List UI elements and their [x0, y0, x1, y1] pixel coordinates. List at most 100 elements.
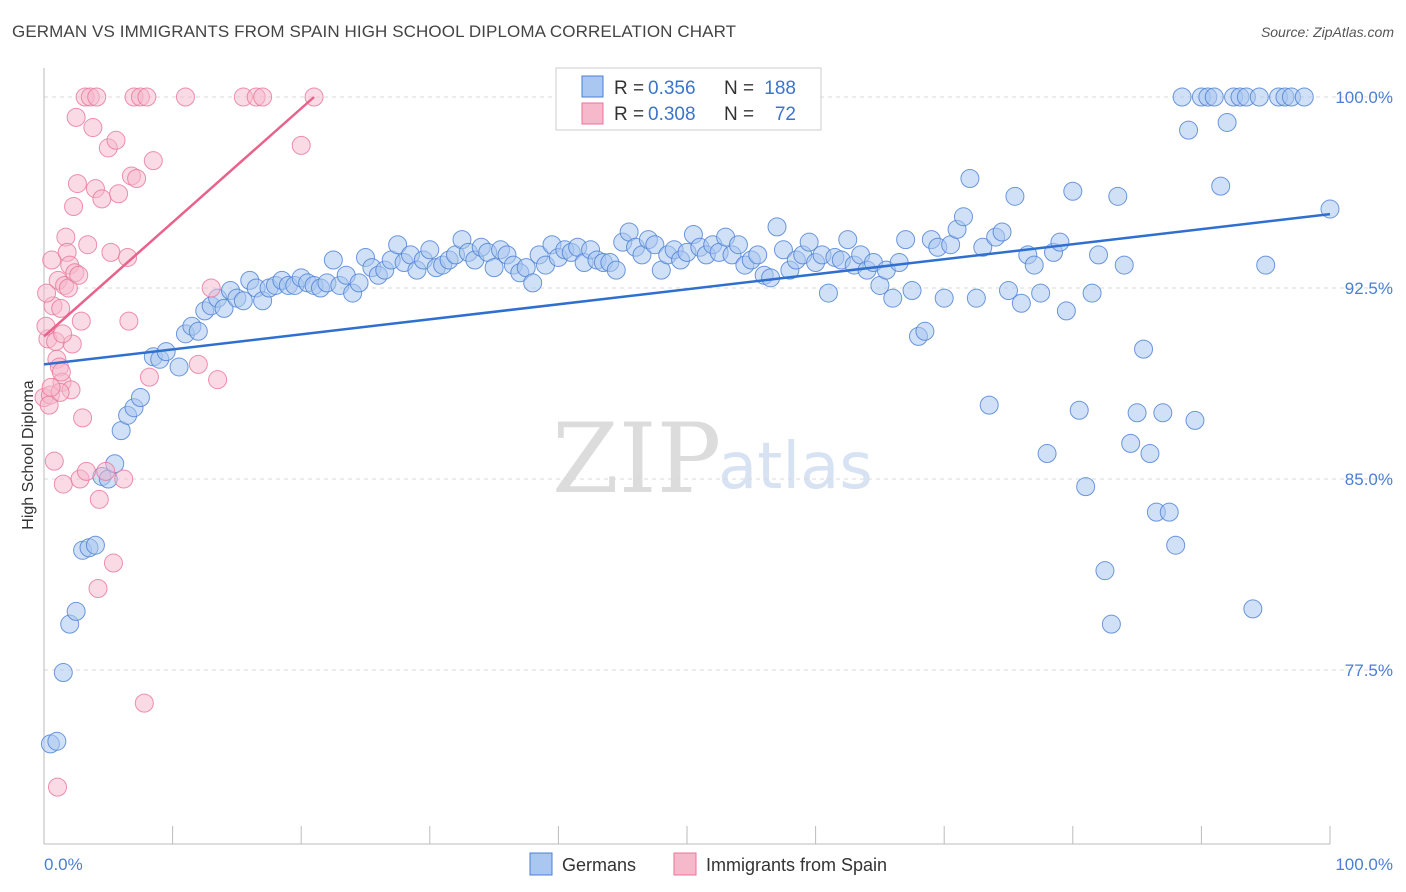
german-point — [188, 321, 208, 341]
legend-n-value-blue: 188 — [764, 78, 796, 99]
german-point — [323, 250, 343, 270]
german-point — [1249, 87, 1269, 107]
legend-n-label-blue: N = — [724, 78, 754, 99]
german-point — [1127, 403, 1147, 423]
spain-point — [114, 469, 134, 489]
source-credit: Source: ZipAtlas.com — [1260, 24, 1394, 40]
german-point — [1243, 599, 1263, 619]
german-point — [953, 207, 973, 227]
german-point — [169, 357, 189, 377]
spain-trend-line — [43, 96, 315, 338]
german-point — [1082, 283, 1102, 303]
spain-point — [66, 107, 86, 127]
spain-point — [188, 354, 208, 374]
german-point — [1024, 255, 1044, 275]
spain-point — [48, 777, 68, 797]
spain-point — [106, 130, 126, 150]
spain-point — [83, 118, 103, 138]
german-point — [896, 230, 916, 250]
german-point — [1056, 301, 1076, 321]
spain-point — [109, 184, 129, 204]
spain-point — [119, 311, 139, 331]
german-point — [1179, 120, 1199, 140]
german-point — [883, 288, 903, 308]
german-point — [1037, 444, 1057, 464]
trend-lines — [43, 96, 1331, 366]
spain-point — [67, 174, 87, 194]
german-point — [214, 298, 234, 318]
spain-point — [88, 579, 108, 599]
german-point — [1050, 232, 1070, 252]
german-point — [1140, 444, 1160, 464]
legend-swatch-spain — [581, 102, 604, 125]
legend-r-label-pink: R = — [614, 104, 644, 125]
german-point — [728, 235, 748, 255]
germans-trend-line — [43, 212, 1331, 366]
german-point — [979, 395, 999, 415]
x-tick-right: 100.0% — [1335, 855, 1393, 874]
y-tick-label: 92.5% — [1345, 279, 1393, 298]
y-tick-label: 85.0% — [1345, 470, 1393, 489]
spain-point — [201, 278, 221, 298]
german-point — [915, 321, 935, 341]
spain-point — [175, 87, 195, 107]
bottom-legend-swatch-spain — [673, 852, 697, 876]
german-point — [1095, 561, 1115, 581]
german-point — [992, 222, 1012, 242]
german-point — [773, 240, 793, 260]
spain-point — [37, 283, 57, 303]
bottom-legend-germans: Germans — [562, 855, 636, 875]
spain-point — [118, 247, 138, 267]
y-axis-label: High School Diploma — [20, 380, 37, 530]
spain-point — [143, 151, 163, 171]
spain-point — [137, 87, 157, 107]
spain-point — [139, 367, 159, 387]
spain-point — [73, 408, 93, 428]
german-point — [1159, 502, 1179, 522]
german-point — [1063, 181, 1083, 201]
german-point — [130, 388, 150, 408]
german-point — [47, 731, 67, 751]
german-point — [233, 291, 253, 311]
spain-point — [51, 298, 71, 318]
spain-point — [51, 362, 71, 382]
gridlines — [44, 96, 1390, 671]
y-axis-tick-labels: 100.0% 92.5% 85.0% 77.5% — [1335, 88, 1393, 680]
spain-point — [291, 135, 311, 155]
german-point — [934, 288, 954, 308]
german-point — [1153, 403, 1173, 423]
bottom-legend-spain: Immigrants from Spain — [706, 855, 887, 875]
spain-point — [69, 265, 89, 285]
german-point — [767, 217, 787, 237]
german-point — [1108, 186, 1128, 206]
spain-point — [253, 87, 273, 107]
series-legend: Germans Immigrants from Spain — [529, 852, 887, 876]
german-point — [523, 273, 543, 293]
spain-points — [34, 87, 324, 797]
german-point — [1005, 186, 1025, 206]
german-point — [606, 260, 626, 280]
legend-r-value-blue: 0.356 — [648, 78, 696, 99]
spain-point — [101, 242, 121, 262]
german-point — [1069, 400, 1089, 420]
spain-point — [78, 235, 98, 255]
watermark: ZIP atlas — [552, 403, 873, 515]
spain-point — [96, 461, 116, 481]
stats-legend: R = 0.356 N = 188 R = 0.308 N = 72 — [555, 67, 822, 131]
german-point — [1089, 245, 1109, 265]
spain-point — [64, 197, 84, 217]
german-point — [960, 168, 980, 188]
spain-point — [76, 461, 96, 481]
spain-point — [53, 474, 73, 494]
german-point — [1134, 339, 1154, 359]
legend-r-label-blue: R = — [614, 78, 644, 99]
german-point — [53, 663, 73, 683]
legend-n-value-pink: 72 — [775, 104, 796, 125]
german-point — [420, 240, 440, 260]
x-axis-ticks — [43, 826, 1331, 844]
german-point — [902, 281, 922, 301]
chart-title: GERMAN VS IMMIGRANTS FROM SPAIN HIGH SCH… — [12, 22, 737, 41]
spain-point — [92, 189, 112, 209]
bottom-legend-swatch-germans — [529, 852, 553, 876]
german-point — [966, 288, 986, 308]
